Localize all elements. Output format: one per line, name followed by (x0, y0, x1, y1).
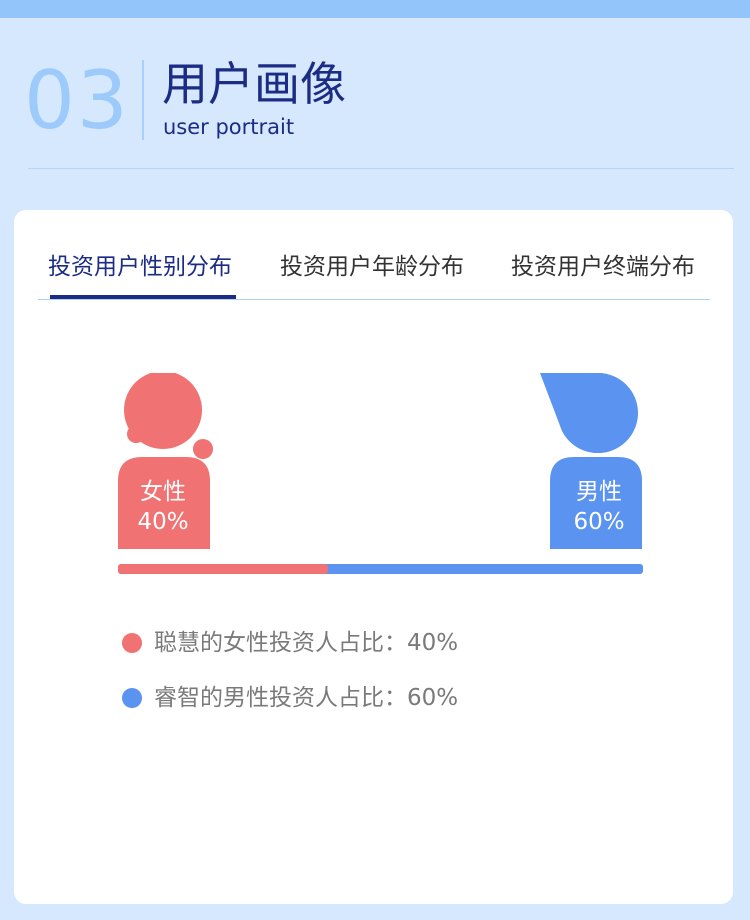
page-title: 用户画像 (162, 57, 346, 111)
tab-gender-distribution[interactable]: 投资用户性别分布 (48, 254, 232, 280)
male-label: 男性 (576, 479, 622, 505)
female-percent: 40% (137, 509, 189, 535)
tab-age-distribution[interactable]: 投资用户年龄分布 (280, 254, 464, 280)
header-rule (28, 168, 734, 169)
top-bar (0, 0, 750, 18)
male-silhouette-icon (540, 373, 642, 549)
tab-terminal-distribution[interactable]: 投资用户终端分布 (511, 254, 695, 280)
female-dot-icon (122, 633, 142, 653)
header-divider (142, 60, 144, 140)
tabs-rule (38, 299, 710, 300)
female-silhouette-icon (118, 371, 213, 549)
section-number: 03 (24, 54, 130, 147)
male-percent: 60% (573, 509, 625, 535)
page-subtitle: user portrait (163, 115, 295, 139)
female-figure: 女性 40% (118, 371, 218, 551)
legend-female-text: 聪慧的女性投资人占比：40% (154, 630, 459, 656)
legend-male-text: 睿智的男性投资人占比：60% (154, 685, 459, 711)
female-ratio-fill (118, 564, 328, 574)
active-tab-indicator (50, 295, 236, 299)
female-label: 女性 (140, 479, 186, 505)
gender-ratio-bar (118, 564, 643, 574)
male-dot-icon (122, 688, 142, 708)
content-card: 投资用户性别分布 投资用户年龄分布 投资用户终端分布 女性 40% 男性 60%… (14, 210, 733, 904)
male-figure: 男性 60% (540, 373, 644, 551)
